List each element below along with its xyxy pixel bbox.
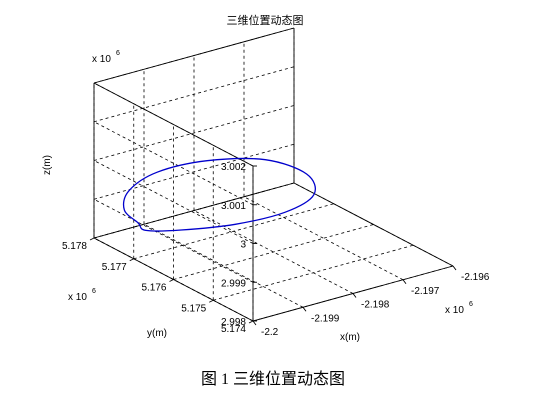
y-tick [169, 279, 174, 282]
y-tick [248, 320, 254, 324]
x-axis-label: x(m) [340, 332, 360, 343]
z-multiplier: x 10 6 [92, 50, 120, 65]
z-multiplier-exp: 6 [116, 50, 120, 57]
y-tick-label: 5.174 [221, 324, 246, 335]
y-tick [89, 237, 95, 241]
x-tick-label: -2.197 [411, 286, 440, 297]
x-tick [252, 320, 257, 326]
floor-y-gridline [133, 203, 334, 260]
z-tick-labels: 2.998 2.999 3 3.001 3.002 [221, 162, 246, 328]
x-multiplier: x 10 6 [445, 301, 473, 316]
x-tick-label: -2.196 [461, 272, 490, 283]
box-edges [93, 27, 454, 322]
x-tick [452, 265, 457, 271]
y-tick [129, 258, 134, 262]
y-tick-labels: 5.174 5.175 5.176 5.177 5.178 [62, 241, 246, 335]
backwall-z-gridline [93, 105, 295, 161]
z-tick-label: 3.001 [221, 201, 246, 212]
y-axis-label: y(m) [147, 328, 167, 339]
y-tick-label: 5.175 [181, 303, 206, 314]
floor-y-gridline [173, 224, 374, 280]
y-multiplier: x 10 6 [68, 288, 96, 303]
z-tick-label: 2.998 [221, 317, 246, 328]
y-multiplier-exp: 6 [92, 288, 96, 295]
left-top-edge [93, 82, 254, 167]
y-tick-label: 5.177 [102, 262, 127, 273]
x-multiplier-base: x 10 [445, 305, 464, 316]
x-tick [352, 293, 357, 298]
figure-caption: 图 1 三维位置动态图 [200, 371, 345, 388]
chart-title: 三维位置动态图 [227, 13, 304, 27]
backwall-z-gridline [93, 66, 295, 123]
floor-right-edge [293, 182, 454, 267]
z-tick-label: 3 [240, 240, 246, 251]
x-tick-label: -2.2 [261, 327, 279, 338]
x-tick-labels: -2.2 -2.199 -2.198 -2.197 -2.196 [261, 272, 490, 338]
y-tick [209, 299, 214, 303]
x-multiplier-exp: 6 [469, 301, 473, 308]
x-tick-label: -2.198 [361, 300, 390, 311]
z-tick-label: 2.999 [221, 278, 246, 289]
x-tick [302, 306, 307, 312]
y-tick-label: 5.178 [62, 241, 87, 252]
floor-back-edge [93, 182, 295, 239]
y-multiplier-base: x 10 [68, 292, 87, 303]
x-tick-label: -2.199 [311, 313, 340, 324]
series-trajectory-line [122, 157, 316, 232]
back-top-edge [93, 27, 295, 84]
x-tick [402, 279, 407, 285]
z-axis-label: z(m) [42, 155, 53, 175]
z-tick-label: 3.002 [221, 162, 246, 173]
z-multiplier-base: x 10 [92, 54, 111, 65]
tick-marks [89, 165, 457, 326]
y-tick-label: 5.176 [141, 283, 166, 294]
